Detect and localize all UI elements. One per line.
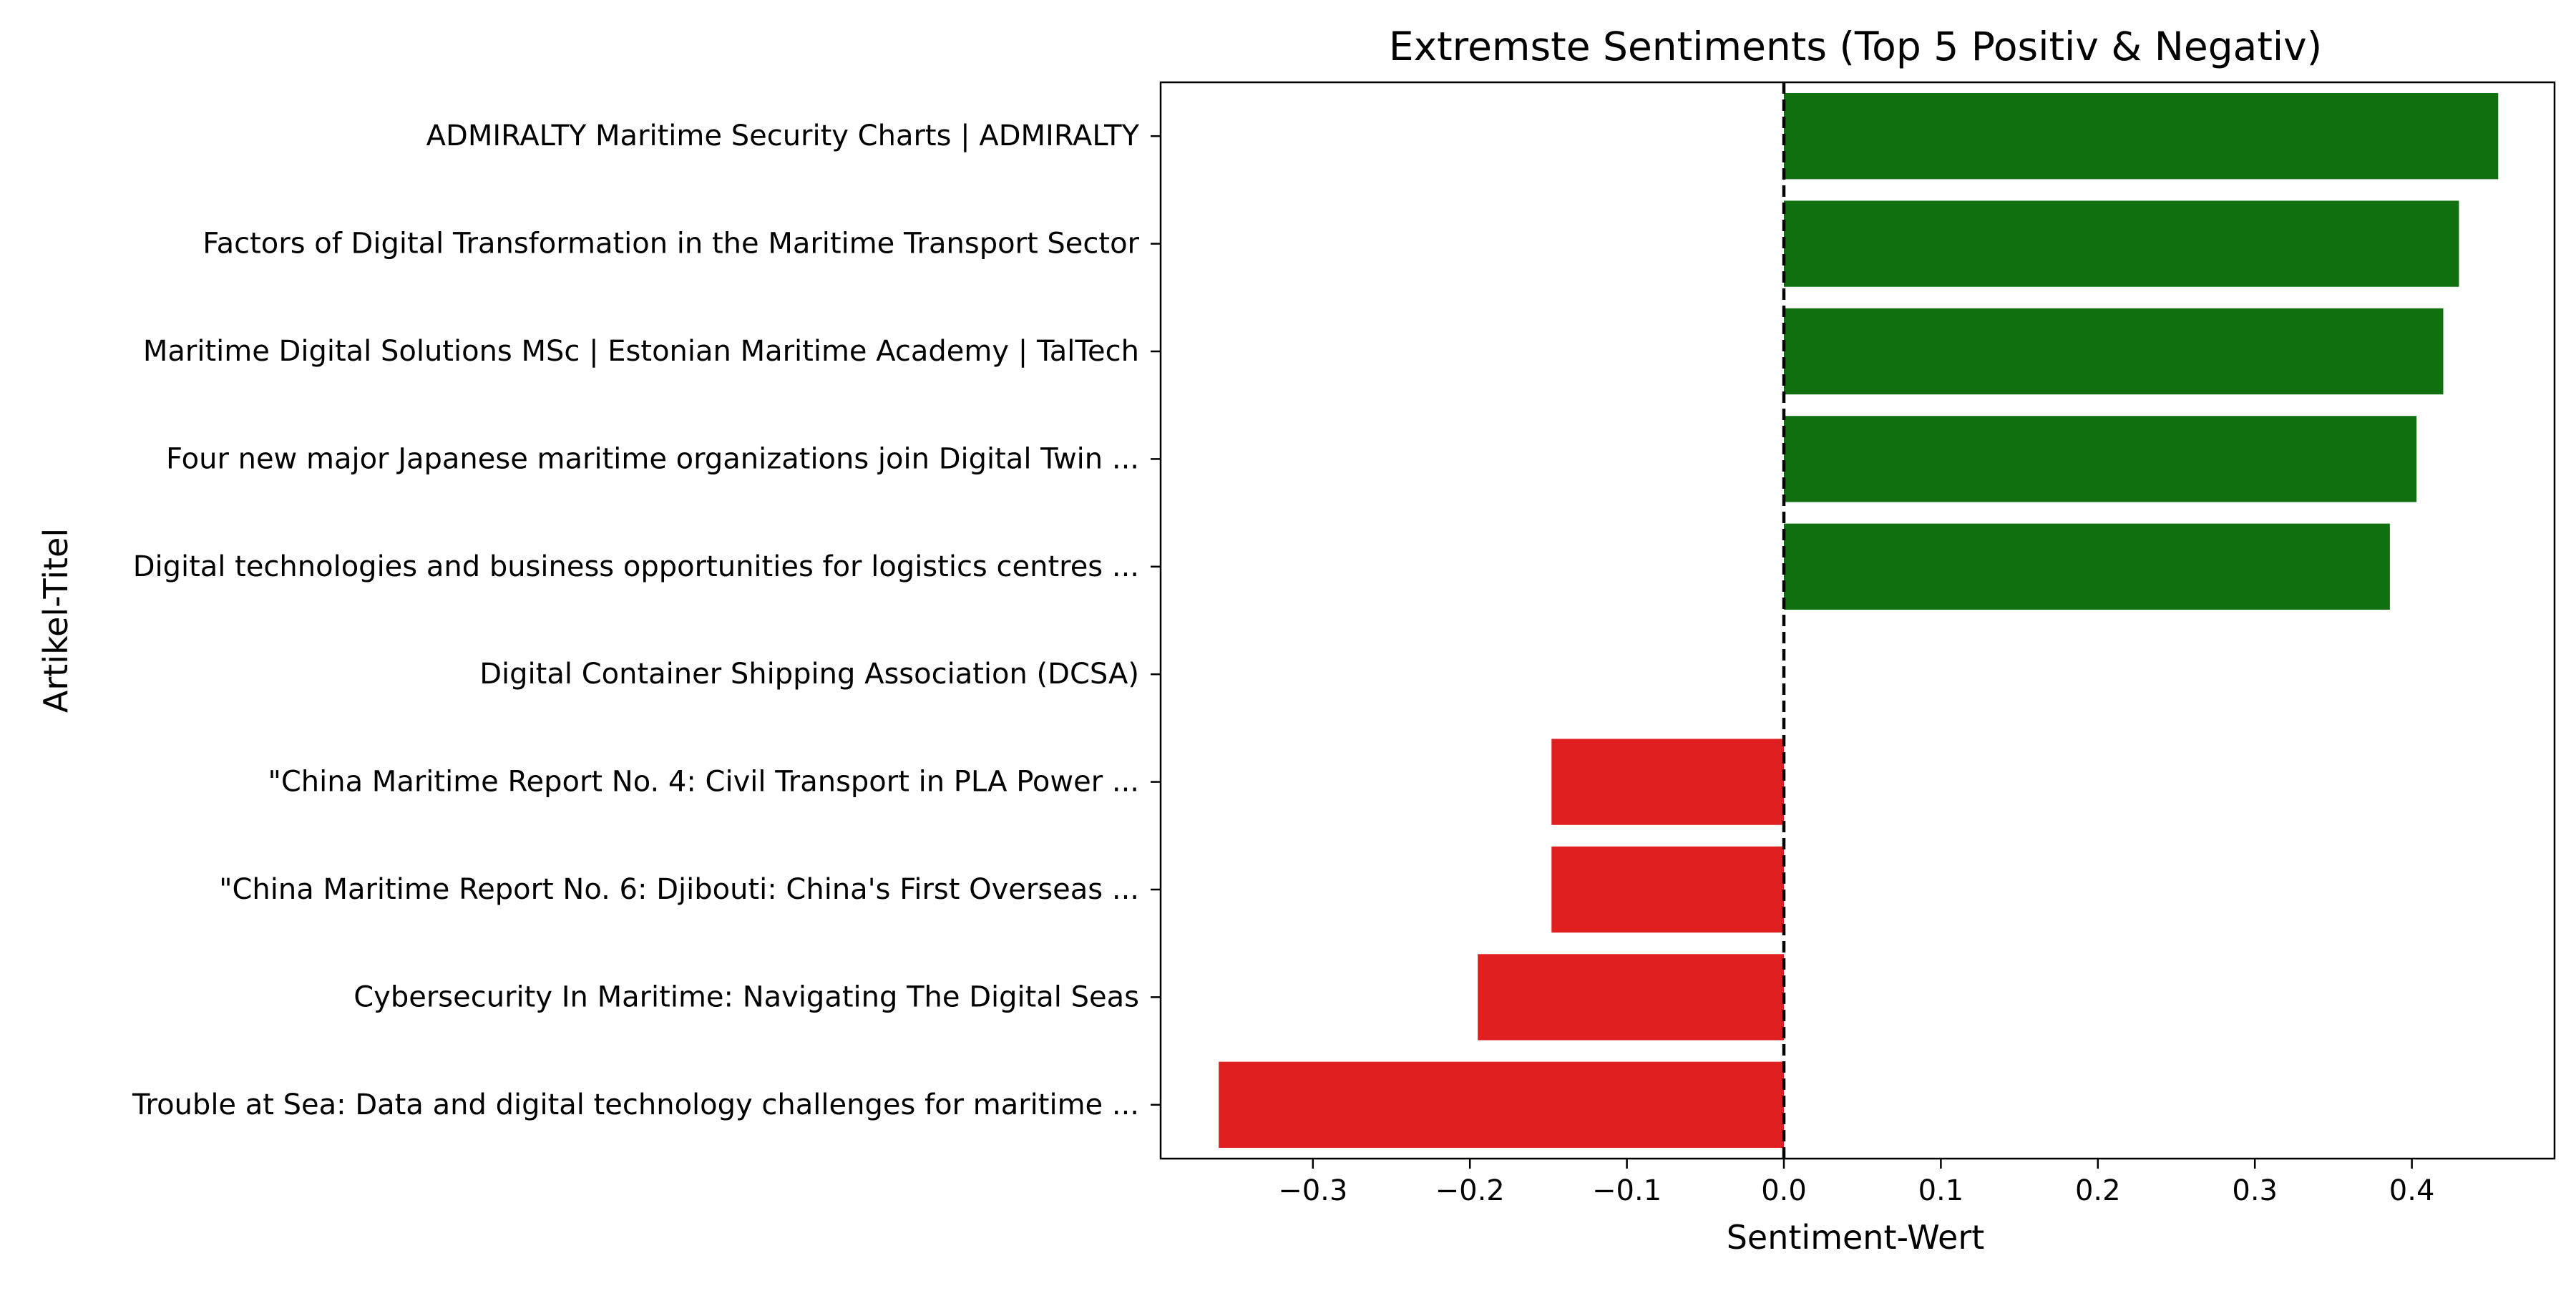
bar: [1784, 524, 2390, 610]
y-tick-label: Cybersecurity In Maritime: Navigating Th…: [353, 980, 1139, 1013]
y-tick-label: ADMIRALTY Maritime Security Charts | ADM…: [426, 120, 1140, 152]
y-tick-label: Trouble at Sea: Data and digital technol…: [132, 1088, 1139, 1121]
y-tick-label: "China Maritime Report No. 4: Civil Tran…: [268, 766, 1139, 799]
y-tick-label: Digital Container Shipping Association (…: [479, 658, 1139, 691]
y-tick-label: Digital technologies and business opport…: [133, 550, 1139, 583]
x-tick-label: −0.3: [1278, 1174, 1347, 1207]
bar: [1784, 308, 2443, 394]
y-axis-label: Artikel-Titel: [36, 528, 75, 713]
bar: [1551, 847, 1784, 932]
bar: [1219, 1062, 1784, 1148]
x-tick-label: −0.2: [1435, 1174, 1505, 1207]
x-tick-label: 0.0: [1761, 1174, 1807, 1207]
x-tick-label: 0.4: [2389, 1174, 2435, 1207]
x-axis-label: Sentiment-Wert: [1727, 1218, 1985, 1257]
chart-title: Extremste Sentiments (Top 5 Positiv & Ne…: [1389, 24, 2322, 69]
y-tick-label: Factors of Digital Transformation in the…: [203, 228, 1139, 260]
x-tick-label: 0.1: [1918, 1174, 1964, 1207]
y-tick-label: Four new major Japanese maritime organiz…: [166, 442, 1139, 475]
x-tick-label: −0.1: [1592, 1174, 1662, 1207]
x-tick-label: 0.3: [2232, 1174, 2278, 1207]
y-tick-label: Maritime Digital Solutions MSc | Estonia…: [143, 335, 1139, 368]
x-tick-label: 0.2: [2075, 1174, 2121, 1207]
bar: [1784, 93, 2498, 179]
y-tick-label: "China Maritime Report No. 6: Djibouti: …: [219, 873, 1139, 906]
bar: [1551, 739, 1784, 824]
bar: [1784, 200, 2459, 286]
bar: [1784, 416, 2416, 502]
bar: [1478, 954, 1784, 1040]
